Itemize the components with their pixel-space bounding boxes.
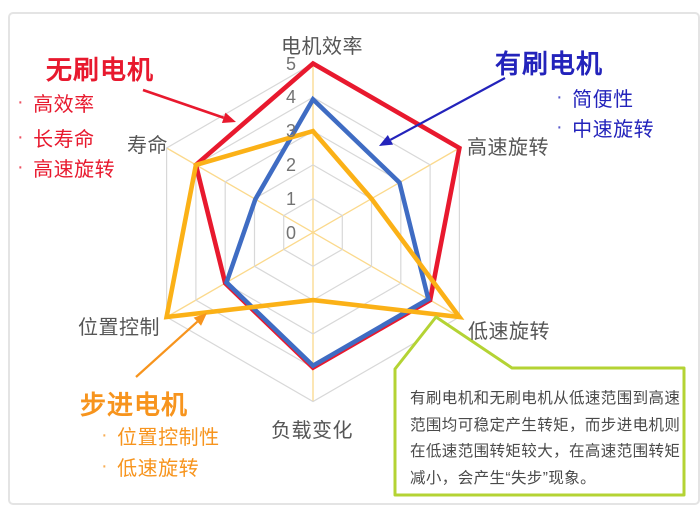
scale-tick-1: 1 [285,189,296,209]
brushless-arrow [142,88,225,119]
series-polygon-brushed [223,95,431,369]
brushless-arrow-head [221,112,236,123]
callout-line: 范围均可稳定产生转矩，而步进电机则 [410,417,681,434]
bullet-dot: · [17,156,25,178]
axis-label-load-variation: 负载变化 [271,420,353,442]
note-brushless-bullet-2: 高速旋转 [33,159,116,181]
scale-tick-4: 4 [285,87,296,107]
note-brushed-bullet-1: 中速旋转 [572,119,655,141]
note-brushless-item: · 高速旋转 [17,153,115,182]
brushed-arrow-head [379,134,394,146]
note-stepper-bullet-0: 位置控制性 [117,427,220,449]
note-stepper-bullet-1: 低速旋转 [117,458,200,480]
note-brushless-item: · 高效率 [17,88,95,117]
bullet-dot: · [556,116,564,138]
note-stepper-title: 步进电机 [80,390,189,420]
note-stepper-item: · 低速旋转 [101,452,199,481]
stepper-arrow [135,320,199,378]
note-brushless-bullet-0: 高效率 [33,94,95,116]
series-polygon-stepper [163,128,465,320]
callout-box-outline [393,315,686,497]
scale-tick-0: 0 [285,223,296,243]
axis-label-position-control: 位置控制 [78,317,160,339]
note-brushless-item: · 长寿命 [17,123,95,152]
note-brushless-title: 无刷电机 [46,55,155,85]
stepper-arrow-head [193,313,207,326]
note-brushed-item: · 简便性 [556,83,634,112]
series-polygon-brushless [193,60,462,371]
callout-line: 减小，会产生“失步”现象。 [410,470,597,487]
scale-tick-3: 3 [285,121,296,141]
radar-series [163,60,465,371]
note-brushed-bullet-0: 简便性 [572,89,634,111]
note-brushed-item: · 中速旋转 [556,113,654,142]
note-brushed-title: 有刷电机 [495,49,604,79]
scale-tick-5: 5 [285,54,296,74]
callout-line: 有刷电机和无刷电机从低速范围到高速 [410,390,681,407]
radar-spoke [166,147,460,318]
annotation-arrows [135,77,506,378]
bullet-dot: · [101,455,109,477]
note-brushless-bullet-1: 长寿命 [33,129,95,151]
axis-label-high-speed-rotation: 高速旋转 [467,137,549,159]
axis-label-lifespan: 寿命 [127,135,168,157]
scale-tick-2: 2 [285,155,296,175]
bullet-dot: · [556,86,564,108]
radar-ring [283,198,343,267]
bullet-dot: · [17,126,25,148]
callout-line: 在低速范围转矩较大，在高速范围转矩 [410,443,681,460]
axis-label-low-speed-rotation: 低速旋转 [468,321,550,343]
bullet-dot: · [17,91,25,113]
axis-label-motor-efficiency: 电机效率 [281,36,363,58]
brushed-arrow [389,77,506,141]
note-stepper-item: · 位置控制性 [101,421,220,450]
bullet-dot: · [101,424,109,446]
